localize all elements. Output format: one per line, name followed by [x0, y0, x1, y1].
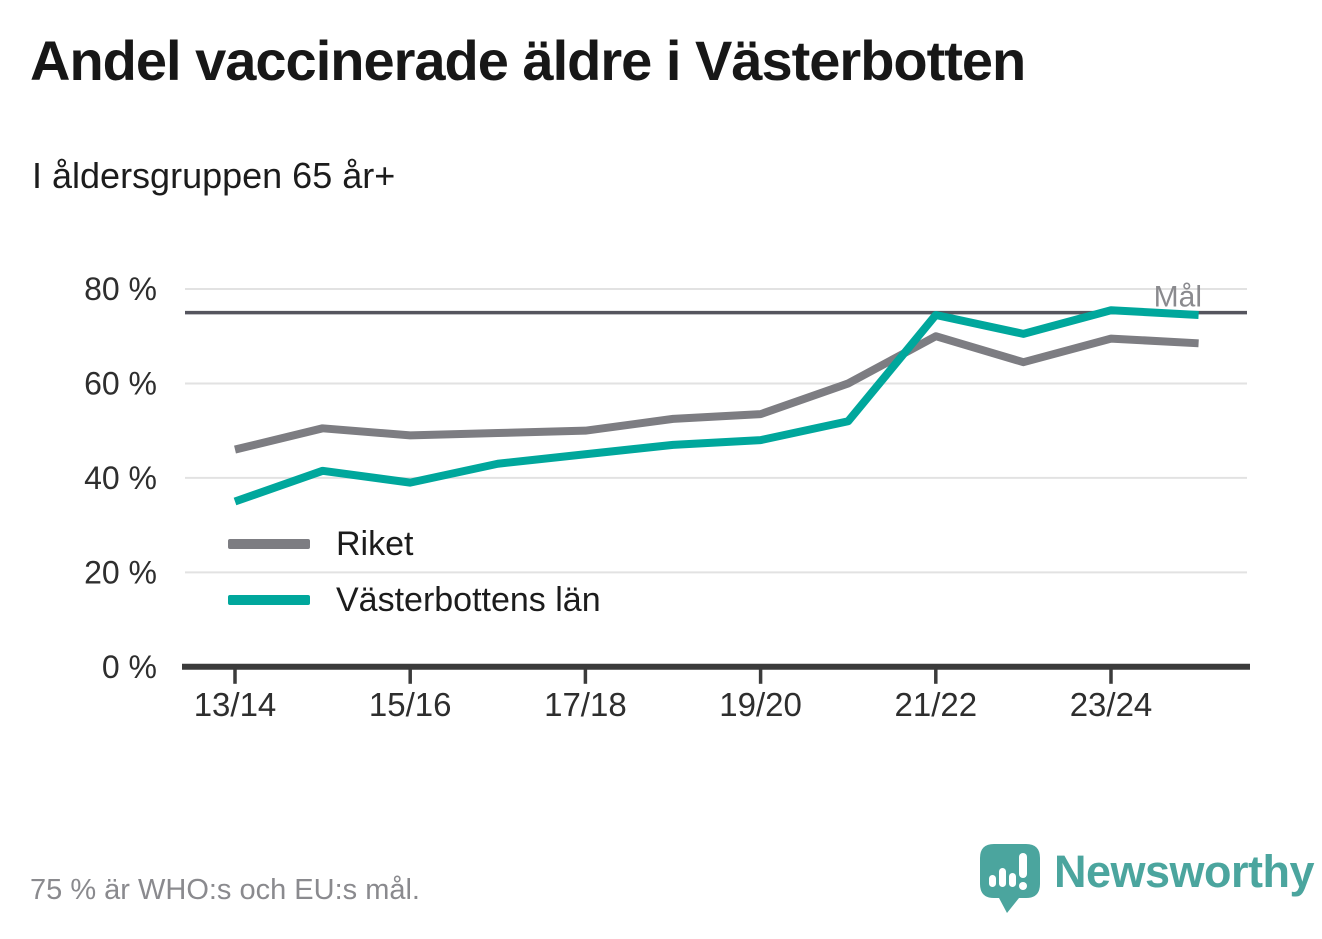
legend-item-vasterbotten: Västerbottens län — [228, 580, 601, 620]
y-tick-label: 60 % — [84, 365, 157, 401]
newsworthy-logo: Newsworthy — [978, 842, 1315, 914]
goal-line-label: Mål — [1154, 281, 1202, 314]
brand-wordmark: Newsworthy — [1054, 846, 1315, 897]
series-line-v-sterbottens-l-n — [233, 306, 1199, 506]
legend-item-riket: Riket — [228, 524, 601, 564]
x-tick-label: 17/18 — [544, 686, 627, 723]
x-tick-label: 19/20 — [719, 686, 802, 723]
y-tick-label: 80 % — [84, 271, 157, 307]
chart-legend: Riket Västerbottens län — [228, 524, 601, 636]
x-tick-label: 21/22 — [895, 686, 978, 723]
page-title: Andel vaccinerade äldre i Västerbotten — [30, 29, 1026, 92]
newsworthy-bubble-chart-icon — [980, 844, 1040, 913]
y-tick-label: 40 % — [84, 460, 157, 496]
legend-swatch-riket — [228, 539, 310, 549]
x-tick-label: 15/16 — [369, 686, 452, 723]
source-note: 75 % är WHO:s och EU:s mål. — [30, 874, 420, 906]
x-tick-label: 23/24 — [1070, 686, 1153, 723]
x-tick-label: 13/14 — [194, 686, 277, 723]
legend-label-riket: Riket — [336, 524, 414, 563]
y-tick-label: 0 % — [102, 649, 157, 685]
legend-label-vasterbotten: Västerbottens län — [336, 580, 601, 619]
legend-swatch-vasterbotten — [228, 595, 310, 605]
page-subtitle: I åldersgruppen 65 år+ — [32, 155, 396, 196]
y-tick-label: 20 % — [84, 554, 157, 590]
series-line-riket — [234, 332, 1199, 454]
